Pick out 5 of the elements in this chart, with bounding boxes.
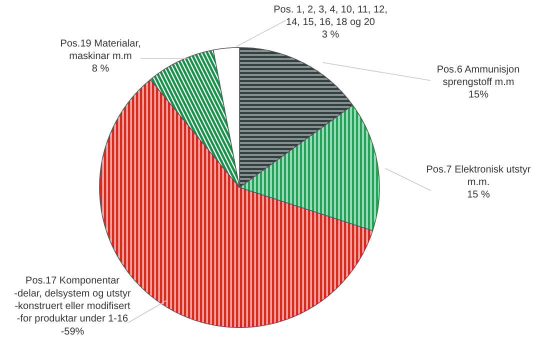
slice-label: Pos.19 Materialar, maskinar m.m 8 %	[60, 38, 141, 75]
slice-label: Pos.7 Elektronisk utstyr m.m. 15 %	[426, 164, 532, 201]
slice-label: Pos.6 Ammunisjon sprengstoff m.m 15%	[436, 64, 520, 101]
slice-label: Pos.17 Komponentar -delar, delsystem og utstyr -konstruert eller modifisert -for produktar under 1-16 -59%	[14, 276, 132, 338]
slice-label: Pos. 1, 2, 3, 4, 10, 11, 12, 14, 15, 16, 18 og 20 3 %	[274, 4, 388, 41]
